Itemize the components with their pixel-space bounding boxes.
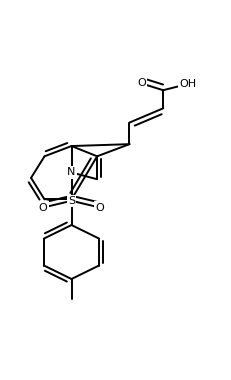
Text: N: N <box>67 168 75 177</box>
Text: O: O <box>39 203 47 212</box>
Text: O: O <box>137 79 145 89</box>
Text: S: S <box>68 196 75 206</box>
Text: O: O <box>95 203 104 212</box>
Text: OH: OH <box>178 79 195 89</box>
